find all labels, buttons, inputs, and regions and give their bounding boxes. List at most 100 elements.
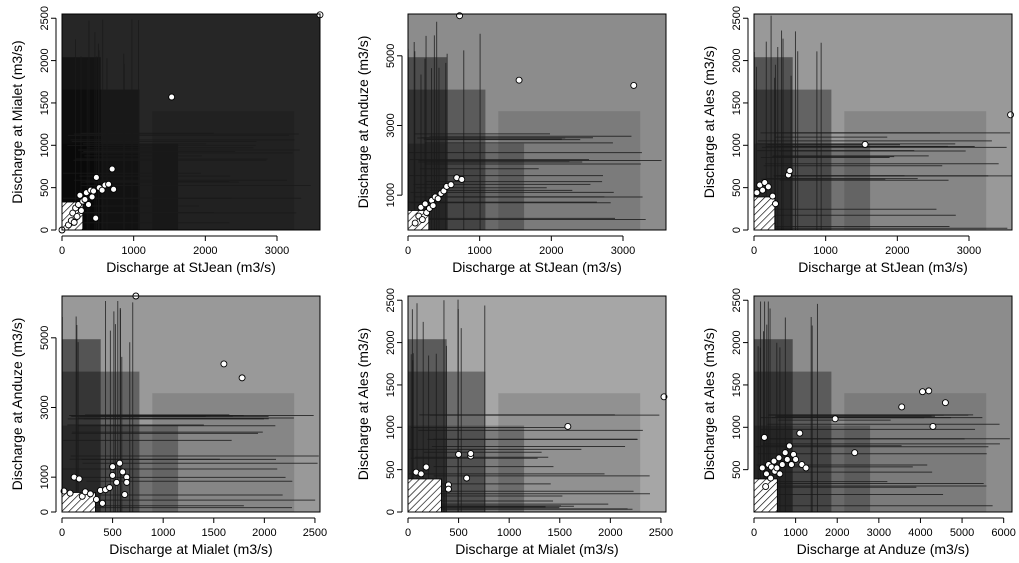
x-tick-label: 2000 xyxy=(598,527,622,539)
x-tick-label: 3000 xyxy=(611,245,635,257)
data-point xyxy=(758,464,766,472)
data-point xyxy=(792,456,800,463)
background-level xyxy=(62,14,320,230)
data-point xyxy=(238,374,246,382)
x-tick-label: 1500 xyxy=(548,527,572,539)
data-point xyxy=(941,399,949,407)
data-point xyxy=(759,186,767,194)
y-tick-label: 1000 xyxy=(385,183,397,207)
plot-frame xyxy=(61,13,321,231)
y-tick-label: 2500 xyxy=(731,288,743,312)
y-tick-label: 1500 xyxy=(731,373,743,397)
data-point xyxy=(421,200,429,208)
background-level xyxy=(62,296,320,512)
density-block xyxy=(152,393,295,512)
background-level xyxy=(408,14,666,230)
data-point xyxy=(116,459,124,467)
data-point xyxy=(463,474,471,482)
data-point xyxy=(796,429,804,437)
data-point xyxy=(119,468,127,476)
data-point xyxy=(760,434,768,441)
background-level xyxy=(754,14,1012,230)
data-point xyxy=(90,187,97,195)
data-point xyxy=(220,360,228,368)
data-point xyxy=(73,212,81,220)
y-tick-label: 5000 xyxy=(385,44,397,68)
x-axis-label: Discharge at StJean (m3/s) xyxy=(452,259,622,275)
x-tick-label: 2500 xyxy=(649,527,673,539)
y-axis-label: Discharge at Ales (m3/s) xyxy=(701,46,717,199)
plot-frame xyxy=(407,13,667,231)
x-axis-label: Discharge at Mialet (m3/s) xyxy=(455,541,618,557)
x-tick-label: 2500 xyxy=(303,527,327,539)
data-point xyxy=(109,471,117,479)
data-point xyxy=(76,191,84,199)
data-point xyxy=(772,200,779,208)
y-tick-label: 2500 xyxy=(731,6,743,30)
x-tick-label: 2000 xyxy=(539,245,563,257)
data-point xyxy=(515,76,523,84)
chart-panel-3: 0 1000 2000 3000 0 500 1000 1500 2000 2500 Dischar… xyxy=(701,6,1015,275)
data-point xyxy=(92,214,100,222)
x-tick-label: 1000 xyxy=(813,245,837,257)
x-tick-label: 0 xyxy=(59,245,65,257)
y-tick-label: 2500 xyxy=(39,6,51,30)
y-tick-label: 2000 xyxy=(731,330,743,354)
x-tick-label: 500 xyxy=(103,527,121,539)
y-tick-label: 1000 xyxy=(39,133,51,157)
y-axis-label: Discharge at Anduze (m3/s) xyxy=(9,318,25,491)
data-point xyxy=(106,484,114,492)
chart-panel-4: 0 500 1000 1500 2000 2500 0 1000 3000 5000 Dischar… xyxy=(9,292,327,557)
data-point xyxy=(77,207,85,214)
y-tick-label: 5000 xyxy=(39,326,51,350)
hatched-box xyxy=(407,478,442,513)
y-tick-label: 1000 xyxy=(39,465,51,489)
chart-panel-5: 0 500 1000 1500 2000 2500 0 500 1000 1500 2000 2500… xyxy=(355,288,673,557)
data-point xyxy=(105,180,113,188)
data-point xyxy=(66,489,74,497)
y-tick-label: 1500 xyxy=(731,91,743,115)
data-point xyxy=(660,393,668,401)
y-tick-label: 0 xyxy=(731,227,743,233)
plot-frame xyxy=(753,295,1013,513)
data-point xyxy=(1007,111,1015,119)
x-axis-label: Discharge at StJean (m3/s) xyxy=(798,259,968,275)
x-tick-label: 0 xyxy=(405,245,411,257)
x-tick-label: 3000 xyxy=(867,527,891,539)
background-level xyxy=(754,296,1012,512)
y-axis-label: Discharge at Mialet (m3/s) xyxy=(9,40,25,203)
y-tick-label: 500 xyxy=(39,178,51,196)
data-point xyxy=(108,165,116,173)
y-tick-label: 1500 xyxy=(39,91,51,115)
y-tick-label: 3000 xyxy=(39,395,51,419)
y-axis-label: Discharge at Ales (m3/s) xyxy=(701,328,717,481)
data-point xyxy=(919,388,926,396)
x-tick-label: 1000 xyxy=(151,527,175,539)
data-point xyxy=(763,470,770,478)
y-axis-label: Discharge at Ales (m3/s) xyxy=(355,328,371,481)
data-point xyxy=(564,422,572,430)
data-point xyxy=(630,81,638,89)
x-tick-label: 1000 xyxy=(497,527,521,539)
y-tick-label: 1000 xyxy=(385,415,397,439)
data-point xyxy=(775,454,783,462)
data-point xyxy=(898,403,906,411)
data-point xyxy=(762,483,770,491)
data-point xyxy=(764,183,772,191)
y-tick-label: 500 xyxy=(731,460,743,478)
x-axis-label: Discharge at Anduze (m3/s) xyxy=(797,541,970,557)
x-tick-label: 0 xyxy=(751,527,757,539)
data-point xyxy=(802,464,810,472)
y-tick-label: 2000 xyxy=(39,48,51,72)
data-point xyxy=(767,474,775,482)
data-point xyxy=(785,442,793,450)
x-tick-label: 4000 xyxy=(908,527,932,539)
hatched-box xyxy=(753,196,776,231)
data-point xyxy=(418,216,426,223)
data-point xyxy=(98,186,106,194)
data-point xyxy=(447,181,455,189)
data-point xyxy=(417,470,425,478)
x-tick-label: 0 xyxy=(59,527,65,539)
data-point xyxy=(121,491,129,499)
y-tick-label: 3000 xyxy=(385,113,397,137)
